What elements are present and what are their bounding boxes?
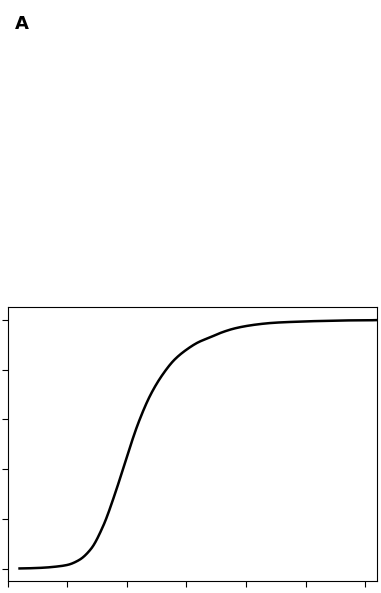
Text: A: A	[15, 15, 29, 33]
